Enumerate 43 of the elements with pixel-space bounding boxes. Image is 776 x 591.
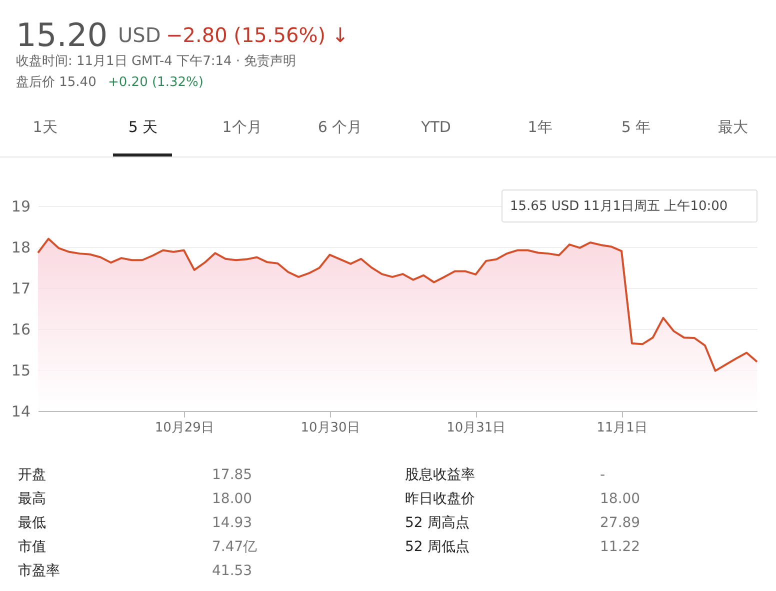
- text: 11.22: [600, 539, 640, 555]
- y-tick-label: 16: [11, 320, 30, 338]
- text: +0.20 (1.32%): [108, 75, 204, 90]
- text: 收盘时间: 11月1日 GMT-4 下午7:14 · 免责声明: [16, 54, 296, 69]
- y-tick-label: 14: [11, 402, 30, 420]
- x-tick-label: 10月30日: [300, 420, 360, 436]
- text: 盘后价 15.40: [16, 75, 96, 90]
- text: 5 天: [128, 118, 158, 136]
- text: 52 周高点: [405, 515, 470, 531]
- annotation: 15.65 USD 11月1日周五 上午10:00: [510, 199, 728, 214]
- text: 18.00: [600, 491, 640, 507]
- y-tick-label: 17: [11, 280, 30, 298]
- y-tick-label: 15: [11, 362, 30, 380]
- text: 1天: [32, 118, 58, 136]
- text: 41.53: [212, 563, 252, 579]
- text: USD: [118, 23, 161, 47]
- text: 5 年: [621, 118, 651, 136]
- text: 股息收益率: [405, 467, 475, 483]
- text: 27.89: [600, 515, 640, 531]
- text: 最低: [18, 515, 46, 531]
- text: 7.47亿: [212, 539, 258, 555]
- text: 1个月: [222, 118, 262, 136]
- text: 最大: [718, 118, 748, 136]
- y-tick-label: 18: [11, 238, 30, 256]
- x-tick-label: 10月31日: [446, 420, 506, 436]
- text: 市盈率: [18, 563, 60, 579]
- text: 17.85: [212, 467, 252, 483]
- text: 昨日收盘价: [405, 491, 475, 507]
- chart-title: 15.20: [16, 16, 108, 54]
- x-tick-label: 10月29日: [154, 420, 214, 436]
- text: YTD: [420, 118, 451, 136]
- text: 18.00: [212, 491, 252, 507]
- text: 52 周低点: [405, 539, 470, 555]
- text: 14.93: [212, 515, 252, 531]
- text: 最高: [18, 491, 46, 507]
- text: -: [600, 467, 606, 483]
- text: 1年: [528, 118, 552, 136]
- y-tick-label: 19: [11, 198, 30, 216]
- text: −2.80 (15.56%) ↓: [166, 23, 349, 47]
- text: 市值: [18, 539, 46, 555]
- text: 6 个月: [318, 118, 362, 136]
- text: 开盘: [18, 467, 46, 483]
- x-tick-label: 11月1日: [596, 420, 648, 436]
